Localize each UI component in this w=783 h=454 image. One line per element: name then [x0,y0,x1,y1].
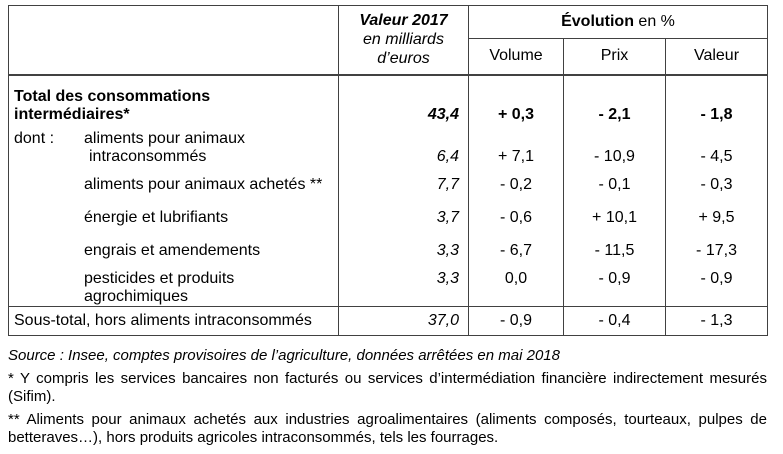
row-aliments-intraconsommes: dont : aliments pour animaux intraconsom… [8,126,769,169]
cell-valeur-2017: 3,3 [338,267,469,306]
header-volume: Volume [468,38,564,76]
cell-volume: - 6,7 [468,234,564,268]
cell-valeur: - 1,3 [664,305,769,335]
cell-valeur: - 4,5 [664,126,769,169]
cell-volume: - 0,6 [468,201,564,235]
header-valeur: Valeur [664,38,769,76]
cell-valeur: - 17,3 [664,234,769,268]
table-body: Total des consommations intermédiaires* … [8,74,769,335]
row-pesticides-agrochimiques: pesticides et produits agrochimiques 3,3… [8,267,769,306]
cell-label: Total des consommations intermédiaires* [8,74,339,127]
cell-valeur-2017: 7,7 [338,168,469,202]
cell-prix: - 0,1 [563,168,666,202]
row-sous-total: Sous-total, hors aliments intraconsommés… [8,305,769,335]
header-evolution-bold: Évolution [561,13,634,30]
cell-prix: - 2,1 [563,74,666,127]
header-valeur-2017: Valeur 2017 en milliards d’euros [338,5,469,76]
cell-prix: - 11,5 [563,234,666,268]
row-engrais-amendements: engrais et amendements 3,3 - 6,7 - 11,5 … [8,234,769,268]
cell-label: Sous-total, hors aliments intraconsommés [8,305,339,335]
cell-volume: + 7,1 [468,126,564,169]
table-header: Valeur 2017 en milliards d’euros Évoluti… [8,5,769,76]
cell-prix: - 10,9 [563,126,666,169]
row-energie-lubrifiants: énergie et lubrifiants 3,7 - 0,6 + 10,1 … [8,201,769,235]
header-evolution: Évolution en % [467,5,769,39]
cell-volume: + 0,3 [468,74,564,127]
header-valeur-2017-line3: d’euros [377,50,430,68]
cell-label: dont : aliments pour animaux intraconsom… [8,126,339,169]
header-valeur-2017-line1: Valeur 2017 [359,12,448,30]
dont-prefix: dont : [14,129,55,147]
cell-label: aliments pour animaux achetés ** [8,168,339,202]
cell-prix: + 10,1 [563,201,666,235]
header-valeur-2017-line2: en milliards [363,31,444,49]
footnote-aliments-achetes: ** Aliments pour animaux achetés aux ind… [8,410,767,446]
corner-empty-cell [8,5,339,76]
cell-valeur: + 9,5 [664,201,769,235]
cell-prix: - 0,4 [563,305,666,335]
cell-label: pesticides et produits agrochimiques [8,267,339,306]
row-total-consommations: Total des consommations intermédiaires* … [8,74,769,127]
source-note: Source : Insee, comptes provisoires de l… [8,346,560,364]
footnote-sifim: * Y compris les services bancaires non f… [8,369,767,405]
cell-valeur-2017: 3,3 [338,234,469,268]
cell-valeur-2017: 43,4 [338,74,469,127]
header-prix: Prix [563,38,666,76]
cell-valeur: - 1,8 [664,74,769,127]
cell-volume: - 0,2 [468,168,564,202]
header-evolution-rest: en % [633,13,675,30]
row-aliments-achetes: aliments pour animaux achetés ** 7,7 - 0… [8,168,769,202]
cell-label: engrais et amendements [8,234,339,268]
intermediate-consumption-table: Valeur 2017 en milliards d’euros Évoluti… [8,5,769,336]
cell-valeur: - 0,3 [664,168,769,202]
cell-valeur-2017: 3,7 [338,201,469,235]
cell-volume: 0,0 [468,267,564,306]
cell-valeur-2017: 37,0 [338,305,469,335]
cell-volume: - 0,9 [468,305,564,335]
cell-valeur: - 0,9 [664,267,769,306]
cell-prix: - 0,9 [563,267,666,306]
cell-valeur-2017: 6,4 [338,126,469,169]
cell-label: énergie et lubrifiants [8,201,339,235]
